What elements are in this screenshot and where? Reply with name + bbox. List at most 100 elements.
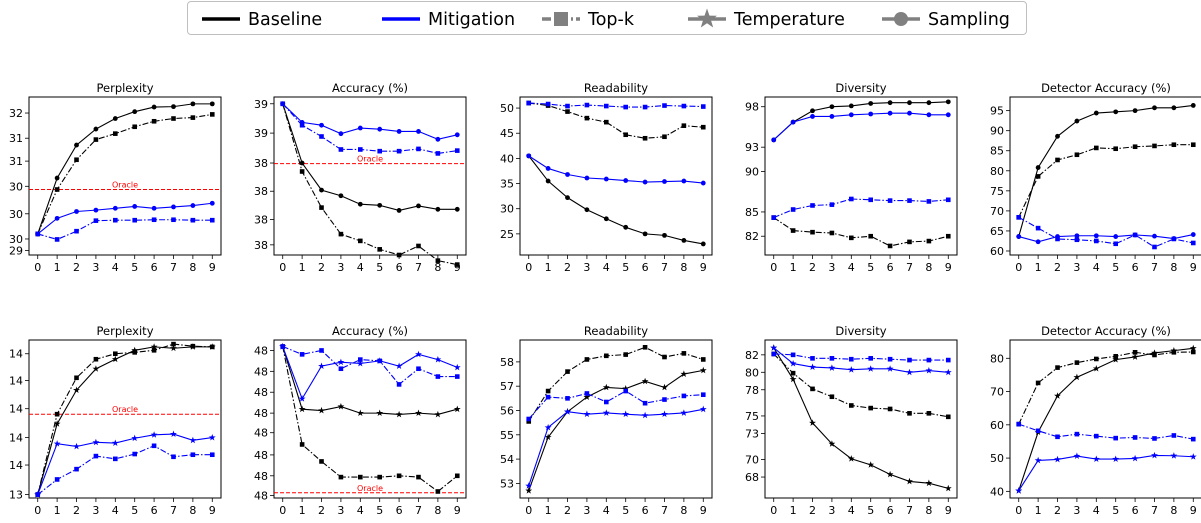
data-point: [209, 101, 215, 107]
data-point: [662, 232, 667, 238]
data-point: [1113, 109, 1119, 115]
legend-label: Temperature: [733, 10, 845, 30]
data-point: [810, 203, 815, 208]
data-point: [415, 350, 422, 358]
data-point: [867, 461, 875, 468]
y-tick-label: 75: [990, 185, 1004, 198]
data-point: [906, 477, 913, 485]
x-tick-label: 2: [809, 504, 816, 517]
x-tick-label: 3: [583, 261, 590, 274]
y-tick-label: 55: [500, 429, 514, 442]
data-point: [131, 434, 139, 442]
data-point: [526, 419, 532, 424]
data-point: [603, 216, 609, 222]
series-baseline-square: [280, 344, 460, 494]
x-tick-label: 2: [1054, 261, 1061, 274]
data-point: [396, 473, 402, 479]
data-point: [642, 400, 648, 406]
series-mitigation-star: [525, 405, 707, 489]
data-point: [1189, 453, 1197, 460]
series-line: [37, 433, 213, 495]
data-point: [1055, 365, 1060, 370]
data-point: [74, 375, 79, 381]
series-line: [1018, 454, 1194, 491]
series-mitigation-square: [771, 196, 951, 220]
data-point: [132, 204, 138, 209]
data-point: [74, 142, 79, 148]
data-point: [1189, 344, 1197, 352]
x-tick-label: 4: [848, 261, 855, 274]
x-tick-label: 8: [1170, 504, 1177, 517]
series-baseline-circle: [35, 101, 215, 237]
data-point: [584, 175, 590, 181]
y-tick-label: 70: [990, 205, 1004, 218]
x-tick-label: 1: [545, 504, 552, 517]
data-point: [299, 442, 305, 447]
data-point: [790, 119, 796, 125]
data-point: [209, 112, 215, 117]
series-line: [37, 343, 213, 495]
data-point: [435, 151, 441, 156]
data-point: [377, 148, 382, 154]
data-point: [544, 433, 552, 441]
x-tick-label: 0: [770, 504, 777, 517]
x-tick-label: 5: [867, 504, 874, 517]
data-point: [681, 123, 687, 128]
data-point: [280, 101, 286, 107]
data-point: [681, 178, 687, 184]
x-tick-label: 4: [1093, 261, 1100, 274]
data-point: [565, 109, 570, 114]
data-point: [945, 233, 951, 239]
data-point: [945, 357, 951, 363]
legend: Baseline Mitigation Top-k Temperature Sampli…: [187, 1, 1027, 35]
data-point: [1035, 239, 1041, 245]
oracle-label: Oracle: [357, 484, 383, 493]
data-point: [1190, 232, 1196, 237]
x-tick-label: 4: [603, 261, 610, 274]
x-tick-label: 4: [357, 261, 364, 274]
x-tick-label: 2: [1054, 504, 1061, 517]
data-point: [171, 204, 176, 210]
data-point: [93, 126, 99, 132]
data-point: [416, 129, 421, 134]
x-tick-label: 2: [73, 504, 80, 517]
data-point: [1073, 452, 1081, 459]
plot-frame: [764, 96, 958, 256]
data-point: [132, 124, 137, 130]
data-point: [454, 473, 460, 479]
data-point: [74, 466, 79, 472]
data-point: [907, 100, 912, 106]
x-tick-label: 2: [73, 261, 80, 274]
data-point: [790, 352, 796, 358]
x-tick-label: 1: [299, 504, 306, 517]
x-tick-label: 7: [170, 261, 177, 274]
oracle-label: Oracle: [112, 181, 138, 190]
data-point: [544, 423, 552, 431]
x-tick-label: 0: [1015, 504, 1022, 517]
plot-frame: [1009, 339, 1201, 499]
legend-item-sampling: Sampling: [882, 10, 1010, 30]
y-tick-label: 32: [9, 107, 23, 120]
data-point: [809, 419, 816, 426]
data-point: [358, 238, 363, 244]
data-point: [415, 409, 422, 417]
data-point: [208, 433, 216, 441]
series-line: [282, 103, 458, 154]
data-point: [35, 231, 41, 237]
chart-title: Readability: [584, 324, 648, 338]
y-tick-label: 78: [745, 384, 759, 397]
x-tick-label: 3: [1073, 504, 1080, 517]
x-tick-label: 3: [337, 261, 344, 274]
data-point: [1132, 108, 1138, 114]
data-point: [790, 207, 796, 212]
data-point: [150, 343, 158, 350]
series-baseline-star: [34, 343, 216, 498]
data-point: [416, 474, 421, 480]
series-baseline-square: [1016, 349, 1196, 427]
data-point: [810, 386, 815, 392]
data-point: [1094, 145, 1099, 151]
data-point: [1093, 110, 1099, 116]
data-point: [132, 451, 137, 457]
data-point: [151, 118, 157, 124]
